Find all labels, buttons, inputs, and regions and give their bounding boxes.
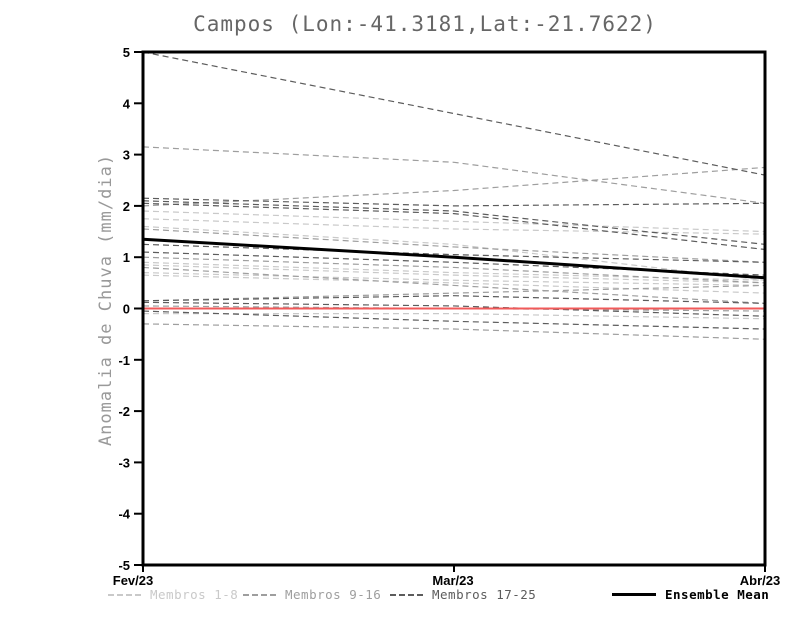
y-tick-label: -3 — [118, 455, 130, 470]
member-line — [142, 261, 766, 281]
member-line — [142, 146, 766, 204]
member-line — [142, 295, 766, 304]
member-line — [142, 323, 766, 340]
member-line — [142, 197, 766, 207]
y-tick-label: 3 — [123, 148, 130, 163]
member-line — [142, 243, 766, 263]
member-line — [142, 284, 766, 302]
ensemble-mean-line — [142, 237, 766, 280]
member-line — [142, 202, 766, 251]
x-tick-label: Fev/23 — [113, 573, 153, 588]
member-line — [142, 271, 766, 287]
x-tick-label: Abr/23 — [740, 573, 780, 588]
y-tick-label: 0 — [123, 302, 130, 317]
member-line — [142, 225, 766, 281]
member-line — [142, 218, 766, 235]
member-line — [142, 51, 766, 176]
y-tick-label: 2 — [123, 199, 130, 214]
member-line — [142, 256, 766, 284]
y-tick-label: 4 — [123, 96, 131, 111]
y-tick-label: 5 — [123, 45, 130, 60]
y-tick-label: 1 — [123, 250, 130, 265]
member-line — [142, 301, 766, 317]
y-tick-label: -5 — [118, 558, 130, 573]
member-line — [142, 310, 766, 330]
member-line — [142, 274, 766, 294]
y-tick-label: -1 — [118, 353, 130, 368]
member-line — [142, 228, 766, 263]
member-line — [142, 264, 766, 284]
y-tick-label: -2 — [118, 404, 130, 419]
member-line — [142, 251, 766, 276]
y-tick-label: -4 — [118, 507, 130, 522]
member-line — [142, 210, 766, 233]
member-line — [142, 266, 766, 304]
member-line — [142, 200, 766, 245]
chart-title: Campos (Lon:-41.3181,Lat:-21.7622) — [193, 12, 657, 36]
x-tick-label: Mar/23 — [432, 573, 473, 588]
member-line — [143, 313, 766, 320]
